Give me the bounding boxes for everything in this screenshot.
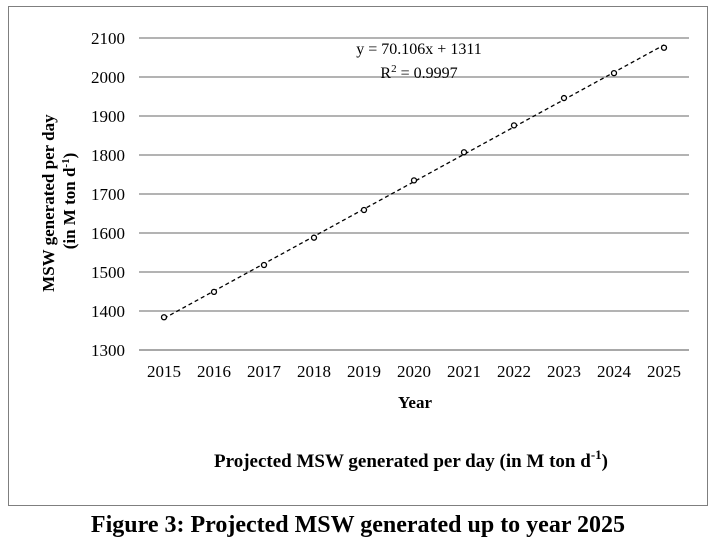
x-tick-label: 2022 (497, 362, 531, 381)
y-tick-labels: 1300 1400 1500 1600 1700 1800 1900 2000 2100 (91, 29, 125, 360)
x-tick-label: 2021 (447, 362, 481, 381)
data-point (510, 122, 518, 129)
data-point (660, 44, 668, 51)
figure-caption: Figure 3: Projected MSW generated up to … (90, 512, 626, 538)
data-point (360, 206, 368, 214)
x-tick-label: 2024 (597, 362, 632, 381)
data-point (410, 177, 418, 184)
y-tick-label: 2000 (91, 68, 125, 87)
y-tick-label: 1900 (91, 107, 125, 126)
gridlines (139, 37, 689, 351)
data-point (460, 149, 468, 156)
r-squared: R2 = 0.9997 (380, 63, 457, 82)
x-axis-title: Year (398, 393, 432, 412)
x-tick-labels: 2015 2016 2017 2018 2019 2020 2021 2022 2023 2024… (147, 362, 681, 381)
y-tick-label: 1700 (91, 185, 125, 204)
y-tick-label: 1400 (91, 302, 125, 321)
y-tick-label: 2100 (91, 29, 125, 48)
x-tick-label: 2017 (247, 362, 282, 381)
data-point (610, 69, 618, 77)
x-tick-label: 2025 (647, 362, 681, 381)
data-points (160, 44, 668, 321)
y-tick-label: 1800 (91, 146, 125, 165)
data-point (260, 261, 268, 269)
y-tick-label: 1500 (91, 263, 125, 282)
data-point (310, 234, 318, 241)
y-tick-label: 1600 (91, 224, 125, 243)
y-axis-title: MSW generated per day (in M ton d-1) (39, 110, 79, 292)
data-point (560, 94, 568, 102)
x-tick-label: 2015 (147, 362, 181, 381)
trendline-equation: y = 70.106x + 1311 (356, 41, 481, 58)
x-tick-label: 2016 (197, 362, 231, 381)
trendline (163, 44, 665, 319)
data-point (160, 314, 168, 321)
x-tick-label: 2023 (547, 362, 581, 381)
chart: 1300 1400 1500 1600 1700 1800 1900 2000 2100 201… (39, 29, 689, 472)
x-tick-label: 2019 (347, 362, 381, 381)
x-tick-label: 2018 (297, 362, 331, 381)
y-tick-label: 1300 (91, 341, 125, 360)
chart-title: Projected MSW generated per day (in M to… (214, 447, 608, 472)
x-tick-label: 2020 (397, 362, 431, 381)
chart-frame: 1300 1400 1500 1600 1700 1800 1900 2000 2100 201… (8, 6, 708, 506)
data-point (210, 288, 218, 296)
